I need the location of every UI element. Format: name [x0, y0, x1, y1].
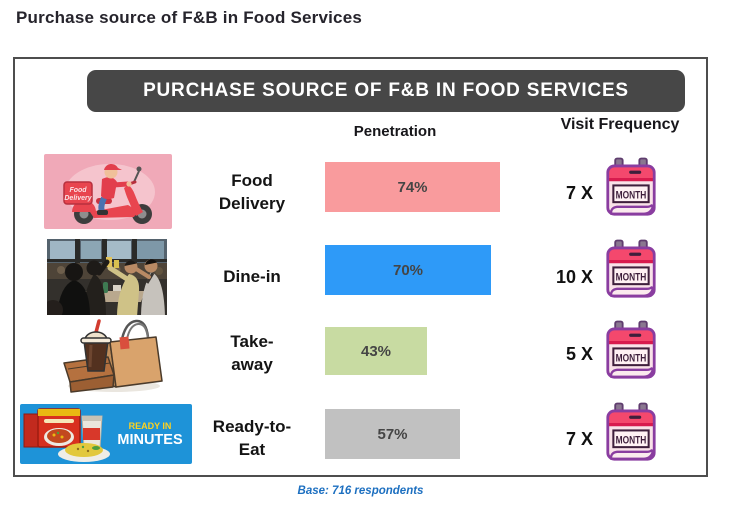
penetration-bar-take-away: 43% [325, 327, 427, 375]
row-label-ready-to-eat: Ready-to- Eat [212, 417, 292, 459]
scooter-delivery-icon: Food Delivery [44, 154, 172, 229]
row-label-food-delivery: Food Delivery [218, 171, 286, 213]
instant-food-ad-image: READY IN MINUTES [20, 404, 192, 464]
row-dine-in: Dine-in 70% 10 X MONTH [15, 238, 706, 316]
frequency-food-delivery: 7 X [565, 182, 593, 203]
frequency-ready-to-eat: 7 X [565, 428, 593, 449]
delivery-box-text-line2: Delivery [64, 195, 92, 202]
chart-banner: PURCHASE SOURCE OF F&B IN FOOD SERVICES [87, 70, 685, 112]
penetration-bar-food-delivery: 74% [325, 162, 500, 212]
month-calendar-icon: MONTH [605, 320, 657, 388]
penetration-bar-ready-to-eat: 57% [325, 409, 460, 459]
penetration-bar-dine-in: 70% [325, 245, 491, 295]
delivery-box-text-line1: Food [69, 187, 87, 194]
dine-in-photo [47, 239, 167, 315]
take-away-illustration [52, 317, 170, 393]
chart-banner-title: PURCHASE SOURCE OF F&B IN FOOD SERVICES [143, 80, 629, 101]
frequency-take-away: 5 X [565, 343, 593, 364]
column-header-penetration: Penetration [353, 123, 437, 140]
calendar-month-text: MONTH [616, 189, 647, 201]
row-take-away: Take- away 43% 5 X MONTH [15, 315, 706, 393]
penetration-value-ready-to-eat: 57% [377, 425, 408, 443]
chart-board: PURCHASE SOURCE OF F&B IN FOOD SERVICES … [13, 57, 708, 477]
page-title: Purchase source of F&B in Food Services [16, 8, 363, 27]
row-ready-to-eat: READY IN MINUTES Ready-to- Eat 57% 7 X M… [15, 400, 706, 478]
penetration-value-dine-in: 70% [392, 261, 424, 279]
food-delivery-illustration: Food Delivery [44, 154, 172, 229]
restaurant-diners-image [47, 239, 167, 315]
month-calendar-icon: MONTH [605, 157, 657, 225]
month-calendar-icon: MONTH [605, 239, 657, 307]
month-calendar-icon: MONTH [605, 402, 657, 470]
calendar-month-text: MONTH [616, 434, 647, 446]
ready-to-eat-banner: READY IN MINUTES [20, 404, 192, 464]
ad-text-ready-in: READY IN [129, 421, 172, 431]
column-header-visit-frequency: Visit Frequency [560, 116, 680, 133]
penetration-value-food-delivery: 74% [397, 178, 428, 196]
takeaway-bag-cup-icon [52, 317, 170, 393]
base-note: Base: 716 respondents [297, 485, 424, 497]
calendar-month-text: MONTH [616, 352, 647, 364]
row-food-delivery: Food Delivery Food Delivery 74% 7 X [15, 154, 706, 232]
calendar-month-text: MONTH [616, 271, 647, 283]
penetration-value-take-away: 43% [360, 342, 392, 360]
row-label-dine-in: Dine-in [223, 266, 281, 286]
ad-text-minutes: MINUTES [117, 432, 183, 448]
row-label-take-away: Take- away [230, 332, 274, 374]
frequency-dine-in: 10 X [555, 266, 593, 287]
